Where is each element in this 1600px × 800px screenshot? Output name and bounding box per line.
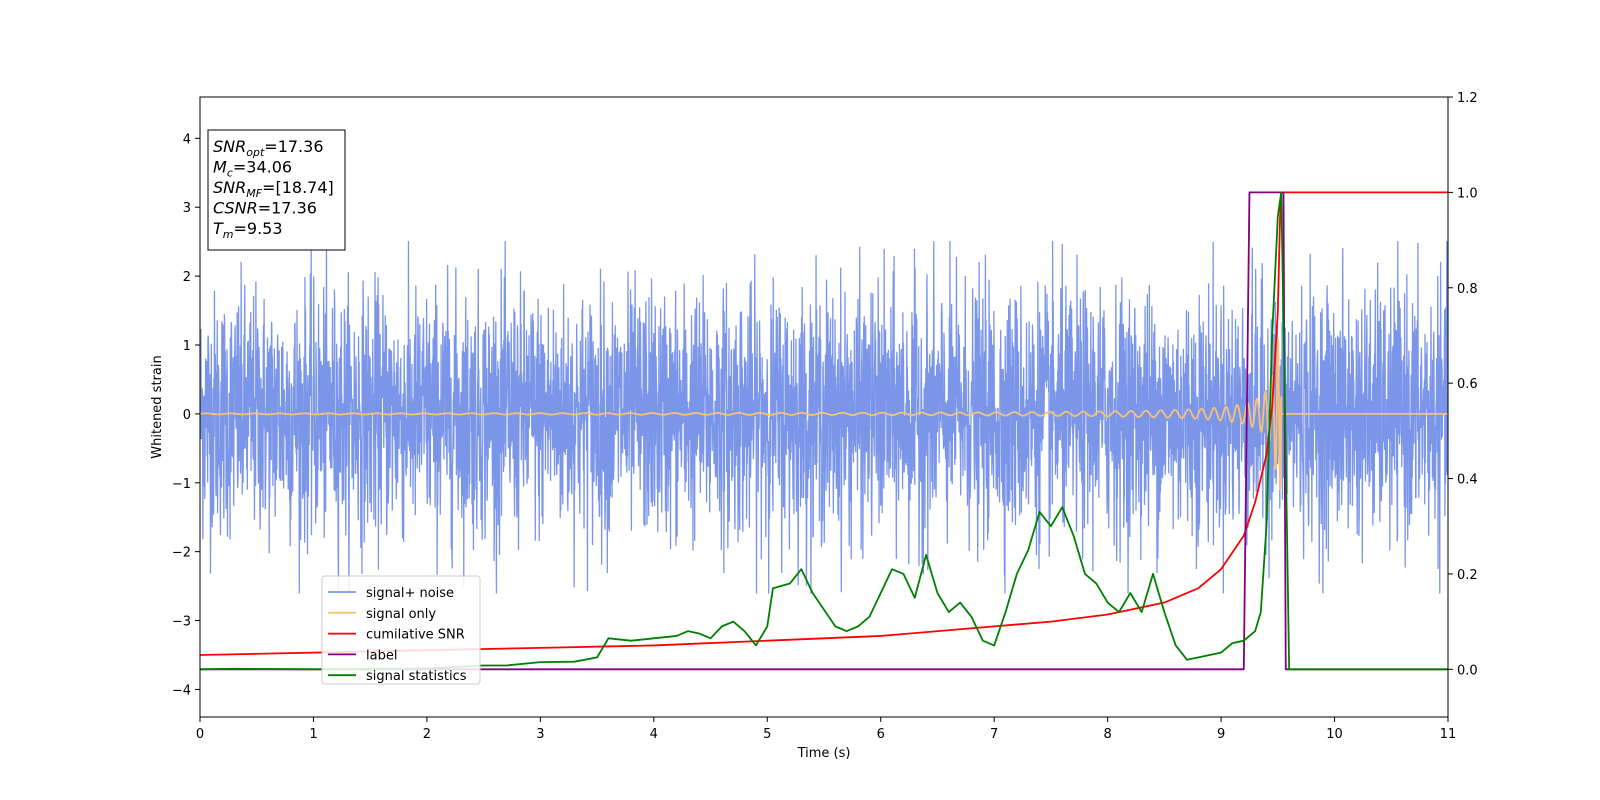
legend-label: signal statistics <box>366 669 467 684</box>
x-tick-label: 0 <box>196 727 204 742</box>
x-tick-label: 9 <box>1217 727 1225 742</box>
x-tick-label: 3 <box>536 727 544 742</box>
x-tick-label: 11 <box>1440 727 1457 742</box>
y-axis-label: Whitened strain <box>150 355 165 458</box>
x-tick-label: 1 <box>309 727 317 742</box>
legend-label: label <box>366 648 397 663</box>
y2-tick-label: 0.6 <box>1457 377 1478 392</box>
legend-frame <box>321 575 481 685</box>
x-axis-label: Time (s) <box>797 746 851 761</box>
legend: signal+ noise signal only cumilative SNR la… <box>321 575 481 685</box>
y-tick-label: 3 <box>183 201 191 216</box>
annotation-line: Tm=9.53 <box>213 219 283 241</box>
series-line-signal-statistics <box>200 191 1448 671</box>
y-tick-label: −4 <box>172 683 191 698</box>
annotation-line: Mc=34.06 <box>213 158 292 180</box>
y-tick-label: 1 <box>183 339 191 354</box>
y-tick-label: −2 <box>172 546 191 561</box>
x-tick-label: 4 <box>650 727 658 742</box>
annotation-box: SNRopt=17.36Mc=34.06SNRMF=[18.74]CSNR=17… <box>207 129 346 251</box>
x-tick-label: 6 <box>877 727 885 742</box>
legend-label: cumilative SNR <box>366 628 465 643</box>
series-line-signal-noise <box>200 241 1448 594</box>
y2-tick-label: 1.0 <box>1457 186 1478 201</box>
y2-tick-label: 0.4 <box>1457 473 1478 488</box>
y2-tick-label: 0.8 <box>1457 282 1478 297</box>
annotation-line: SNRMF=[18.74] <box>213 178 334 200</box>
legend-label: signal only <box>366 607 436 622</box>
legend-label: signal+ noise <box>366 586 454 601</box>
y-tick-label: 4 <box>183 132 191 147</box>
annotation-line: SNRopt=17.36 <box>213 137 324 159</box>
annotation-box-frame <box>207 129 346 251</box>
y2-tick-label: 0.2 <box>1457 568 1478 583</box>
x-tick-label: 8 <box>1103 727 1111 742</box>
annotation-line: CSNR=17.36 <box>213 199 317 218</box>
x-tick-label: 5 <box>763 727 771 742</box>
axes-frame <box>199 96 1449 718</box>
y2-tick-label: 0.0 <box>1457 663 1478 678</box>
x-tick-label: 2 <box>423 727 431 742</box>
x-tick-label: 7 <box>990 727 998 742</box>
y-tick-label: −1 <box>172 477 191 492</box>
x-tick-label: 10 <box>1326 727 1343 742</box>
y2-tick-label: 1.2 <box>1457 91 1478 106</box>
ticks-layer: 0 1 2 3 4 5 6 7 8 9 10 1143210−1−2−3−41.21.00.80.60… <box>172 91 1478 742</box>
plot-layer <box>200 191 1448 671</box>
y-tick-label: −3 <box>172 615 191 630</box>
y-tick-label: 0 <box>183 408 191 423</box>
y-tick-label: 2 <box>183 270 191 285</box>
series-line-cumilative-snr <box>200 191 1448 656</box>
series-line-signal-only <box>200 337 1448 491</box>
